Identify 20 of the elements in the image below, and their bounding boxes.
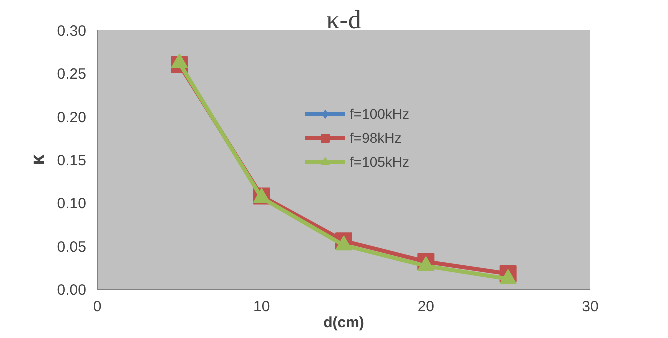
point <box>500 269 517 284</box>
legend-label: f=100kHz <box>350 106 410 122</box>
x-tick-label: 0 <box>93 298 102 316</box>
point <box>336 236 352 251</box>
y-tick-label: 0.00 <box>57 282 87 299</box>
y-axis-title: κ <box>27 154 50 166</box>
point <box>418 256 435 272</box>
y-tick-label: 0.10 <box>57 196 87 213</box>
x-tick-label: 10 <box>253 298 270 316</box>
x-axis-title: d(cm) <box>324 314 364 332</box>
legend-label: f=98kHz <box>350 130 402 146</box>
y-tick-label: 0.05 <box>57 238 87 256</box>
y-tick-label: 0.30 <box>57 23 87 40</box>
chart-title: κ-d <box>326 6 362 34</box>
y-tick-label: 0.15 <box>57 152 87 170</box>
legend-label: f=105kHz <box>350 154 410 170</box>
x-tick-label: 30 <box>582 298 599 316</box>
y-tick-label: 0.20 <box>57 109 87 126</box>
y-tick-label: 0.25 <box>57 66 87 84</box>
x-tick-label: 20 <box>418 298 435 316</box>
